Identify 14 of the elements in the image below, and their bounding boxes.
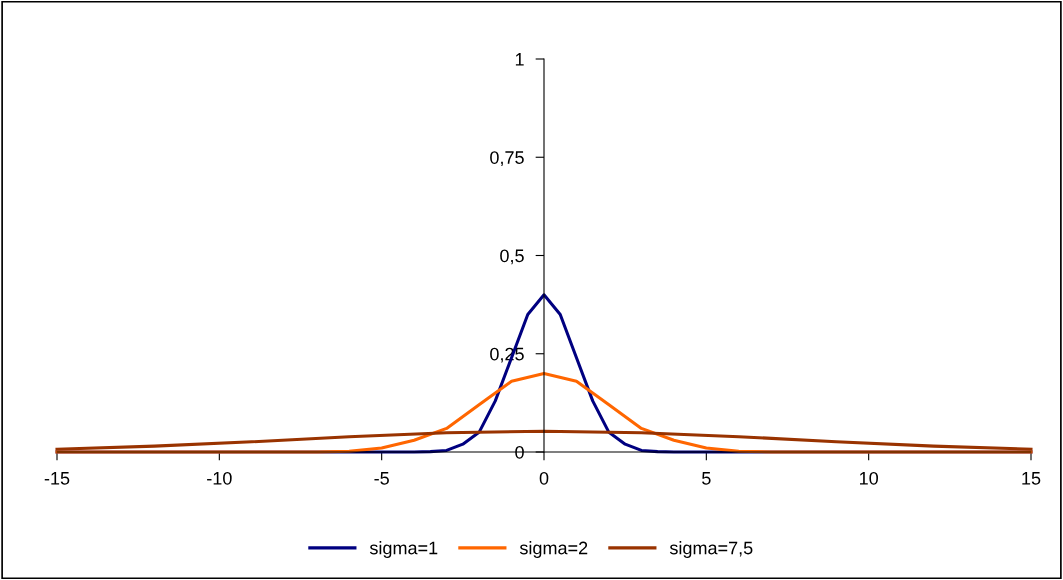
y-tick-label: 0,5	[500, 249, 524, 265]
y-tick-label: 0,75	[490, 151, 524, 167]
x-tick-label: -5	[374, 472, 389, 485]
x-tick-label: -15	[44, 472, 70, 485]
legend-label: sigma=7,5	[669, 541, 753, 558]
x-tick-label: 5	[702, 472, 711, 485]
x-tick-label: 10	[860, 471, 878, 485]
y-tick-label: 1	[515, 53, 524, 66]
y-tick-label: 0	[515, 445, 524, 459]
legend-label: sigma=1	[369, 541, 438, 558]
legend-label: sigma=2	[519, 541, 588, 558]
x-tick-label: -10	[207, 471, 232, 485]
x-tick-label: 15	[1022, 472, 1041, 485]
x-tick-label: 0	[539, 471, 549, 485]
